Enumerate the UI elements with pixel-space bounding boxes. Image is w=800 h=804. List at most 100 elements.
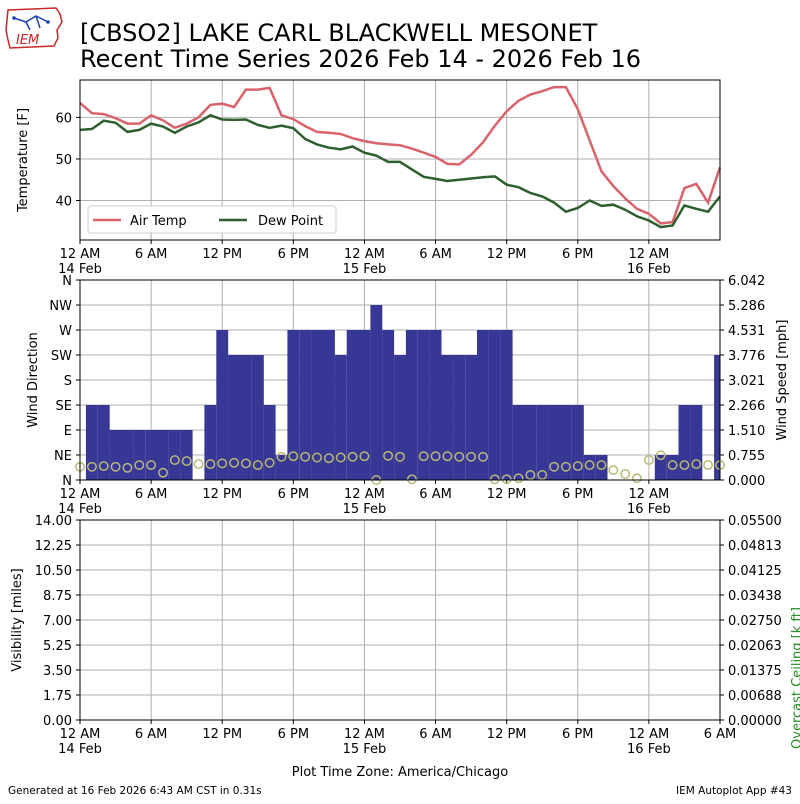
wind-direction-bar <box>678 405 691 480</box>
wind-speed-point <box>193 459 204 470</box>
y-tick-label-direction: N <box>62 274 72 289</box>
wind-direction-bar <box>382 330 395 480</box>
y-tick-label-direction: E <box>64 424 72 439</box>
y-tick-label-speed: 0.755 <box>728 449 765 464</box>
x-tick-date: 16 Feb <box>627 742 671 757</box>
y-tick-label-speed: 3.776 <box>728 349 765 364</box>
wind-speed-point <box>489 474 500 485</box>
y-tick-label-speed: 3.021 <box>728 374 765 389</box>
logo-text: IEM <box>16 33 39 48</box>
wind-direction-bar <box>394 355 406 480</box>
x-tick-label: 12 AM <box>628 487 669 502</box>
wind-speed-point <box>620 469 631 479</box>
footer-generated: Generated at 16 Feb 2026 6:43 AM CST in … <box>8 785 262 797</box>
y-tick-label-direction: W <box>59 324 72 339</box>
wind-direction-bar <box>465 355 478 480</box>
wind-direction-bar <box>595 455 608 480</box>
wind-direction-bar <box>536 405 549 480</box>
x-tick-label: 12 AM <box>628 247 669 262</box>
wind-speed-point <box>442 451 453 462</box>
wind-direction-bar <box>334 355 347 480</box>
legend-box <box>87 205 337 234</box>
wind-speed-point <box>300 451 311 462</box>
plot-frame <box>79 519 721 721</box>
y-tick-label-direction: S <box>64 374 72 389</box>
y-tick-label-speed: 6.042 <box>728 274 765 289</box>
wind-direction-bar <box>287 330 300 480</box>
wind-direction-bar <box>453 355 466 480</box>
wind-panel: N 0.000 NE 0.755 E 1.510 SE 2.266 S 3.021 SW 3.776 W… <box>26 274 790 517</box>
wind-direction-bar <box>477 330 489 480</box>
wind-speed-point <box>513 473 524 484</box>
x-tick-date: 15 Feb <box>343 502 387 517</box>
wind-speed-point <box>276 451 287 462</box>
wind-speed-point <box>134 460 145 471</box>
y-axis-label-left: Visibility [miles] <box>10 568 25 671</box>
wind-direction-bar <box>204 405 217 480</box>
y-tick-label-visibility: 10.50 <box>35 564 72 579</box>
wind-direction-bar <box>524 405 537 480</box>
wind-speed-point <box>501 474 512 485</box>
logo-node-icon <box>12 16 16 20</box>
wind-speed-point <box>430 451 441 462</box>
x-tick-label: 12 AM <box>60 487 101 502</box>
wind-direction-bar <box>429 330 442 480</box>
logo-node-icon <box>46 20 50 24</box>
wind-speed-point <box>359 451 370 462</box>
y-tick-label-ceiling: 0.00688 <box>728 689 782 704</box>
chart-title-line1: [CBSO2] LAKE CARL BLACKWELL MESONET <box>80 19 598 47</box>
wind-speed-point <box>383 450 394 461</box>
x-tick-label: 6 AM <box>135 247 168 262</box>
x-tick-label: 6 AM <box>135 487 168 502</box>
wind-speed-point <box>240 458 251 469</box>
y-tick-label-ceiling: 0.03438 <box>728 589 782 604</box>
y-tick-label-visibility: 1.75 <box>43 689 72 704</box>
iem-logo: IEM <box>5 7 63 49</box>
x-tick-label: 6 AM <box>419 727 452 742</box>
x-tick-date: 15 Feb <box>343 262 387 277</box>
wind-direction-bar <box>109 430 122 480</box>
x-tick-label: 12 AM <box>628 727 669 742</box>
y-tick-label-direction: SW <box>51 349 72 364</box>
x-tick-label: 12 AM <box>344 247 385 262</box>
x-tick-label: 6 PM <box>562 247 593 262</box>
x-tick-label: 6 AM <box>135 727 168 742</box>
wind-direction-bar <box>240 355 252 480</box>
wind-direction-bar <box>323 330 335 480</box>
wind-speed-point <box>655 450 666 461</box>
wind-direction-bar <box>370 305 383 480</box>
x-tick-label: 12 AM <box>60 247 101 262</box>
wind-direction-bar <box>145 430 158 480</box>
wind-direction-bar <box>512 405 525 480</box>
wind-direction-bar <box>500 330 513 480</box>
visibility-panel: 0.00 0.00000 1.75 0.00688 3.50 0.01375 5.25 0.0… <box>10 514 800 757</box>
wind-speed-point <box>525 470 536 480</box>
wind-direction-bar <box>714 355 720 480</box>
footer-app: IEM Autoplot App #43 <box>676 785 792 797</box>
wind-direction-bar <box>560 405 572 480</box>
x-tick-label: 6 AM <box>419 487 452 502</box>
wind-speed-point <box>537 470 548 480</box>
wind-direction-bar <box>168 430 181 480</box>
wind-speed-point <box>205 459 216 470</box>
x-tick-label: 12 PM <box>202 247 242 262</box>
x-tick-label: 12 PM <box>202 727 242 742</box>
wind-speed-point <box>335 452 346 463</box>
y-tick-label-visibility: 12.25 <box>35 539 72 554</box>
y-axis-label-left: Wind Direction <box>26 332 41 428</box>
y-tick-label-ceiling: 0.04813 <box>728 539 782 554</box>
plot-frame <box>79 79 721 241</box>
y-tick-label-ceiling: 0.04125 <box>728 564 782 579</box>
wind-speed-point <box>312 452 322 463</box>
wind-speed-point <box>596 460 607 471</box>
wind-speed-point <box>122 462 133 473</box>
x-tick-date: 16 Feb <box>627 502 671 517</box>
wind-direction-bar <box>85 405 98 480</box>
wind-speed-point <box>418 451 429 462</box>
y-tick-label-speed: 1.510 <box>728 424 765 439</box>
logo-network-icon <box>13 15 49 31</box>
wind-direction-bar <box>346 330 359 480</box>
wind-speed-point <box>169 455 180 466</box>
y-tick-label-ceiling: 0.02750 <box>728 614 782 629</box>
wind-speed-point <box>252 460 263 471</box>
